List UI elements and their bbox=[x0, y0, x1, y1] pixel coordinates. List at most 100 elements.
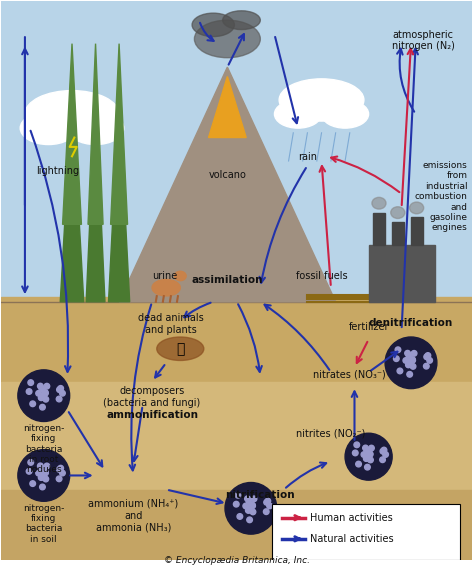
Text: ammonium (NH₄⁺)
and
ammonia (NH₃): ammonium (NH₄⁺) and ammonia (NH₃) bbox=[88, 499, 178, 532]
Ellipse shape bbox=[25, 90, 119, 137]
Circle shape bbox=[423, 363, 429, 369]
Circle shape bbox=[60, 390, 65, 396]
Circle shape bbox=[356, 461, 361, 467]
Bar bbox=[1, 1, 472, 302]
Circle shape bbox=[28, 459, 34, 465]
Circle shape bbox=[365, 464, 370, 470]
Text: fertilizer: fertilizer bbox=[348, 322, 389, 332]
Polygon shape bbox=[60, 95, 84, 302]
Circle shape bbox=[407, 372, 412, 377]
Circle shape bbox=[406, 362, 412, 367]
Circle shape bbox=[30, 481, 36, 486]
Circle shape bbox=[406, 362, 411, 368]
Circle shape bbox=[30, 401, 36, 407]
Circle shape bbox=[410, 358, 416, 363]
Text: fossil fuels: fossil fuels bbox=[296, 271, 347, 281]
Text: dead animals
and plants: dead animals and plants bbox=[138, 313, 204, 334]
Ellipse shape bbox=[194, 20, 260, 58]
Ellipse shape bbox=[410, 202, 424, 214]
Circle shape bbox=[345, 433, 392, 480]
Circle shape bbox=[60, 470, 65, 476]
Circle shape bbox=[264, 509, 269, 515]
Circle shape bbox=[405, 350, 410, 356]
FancyBboxPatch shape bbox=[272, 503, 460, 560]
Polygon shape bbox=[88, 44, 103, 224]
Ellipse shape bbox=[20, 112, 77, 145]
Bar bbox=[369, 245, 435, 302]
Circle shape bbox=[40, 405, 46, 410]
Text: atmospheric
nitrogen (N₂): atmospheric nitrogen (N₂) bbox=[392, 29, 455, 51]
Text: © Encyclopædia Britannica, Inc.: © Encyclopædia Britannica, Inc. bbox=[164, 555, 310, 564]
Circle shape bbox=[367, 451, 373, 457]
Ellipse shape bbox=[67, 112, 124, 145]
Circle shape bbox=[44, 463, 50, 469]
Text: urine: urine bbox=[152, 271, 177, 281]
Bar bbox=[411, 218, 423, 245]
Text: Human activities: Human activities bbox=[310, 512, 392, 523]
Circle shape bbox=[42, 390, 48, 395]
Circle shape bbox=[38, 395, 44, 401]
Circle shape bbox=[56, 396, 62, 402]
Circle shape bbox=[37, 383, 43, 389]
Polygon shape bbox=[86, 95, 105, 302]
Bar bbox=[1, 489, 472, 560]
Circle shape bbox=[225, 483, 277, 534]
Circle shape bbox=[365, 454, 371, 460]
Circle shape bbox=[354, 442, 360, 447]
Circle shape bbox=[38, 475, 44, 480]
Circle shape bbox=[233, 501, 239, 507]
Bar bbox=[1, 297, 472, 381]
Ellipse shape bbox=[192, 13, 235, 37]
Ellipse shape bbox=[157, 337, 204, 360]
Circle shape bbox=[42, 470, 48, 475]
Text: ammonification: ammonification bbox=[106, 410, 198, 420]
Circle shape bbox=[247, 506, 253, 512]
Circle shape bbox=[408, 360, 413, 366]
Circle shape bbox=[57, 387, 62, 393]
Circle shape bbox=[36, 390, 41, 396]
Ellipse shape bbox=[321, 100, 369, 128]
Circle shape bbox=[28, 380, 34, 385]
Circle shape bbox=[40, 393, 46, 399]
Ellipse shape bbox=[274, 100, 321, 128]
Circle shape bbox=[383, 451, 388, 457]
Circle shape bbox=[243, 503, 248, 509]
Circle shape bbox=[393, 356, 399, 362]
Circle shape bbox=[56, 476, 62, 481]
Text: decomposers
(bacteria and fungi): decomposers (bacteria and fungi) bbox=[103, 386, 201, 408]
Circle shape bbox=[43, 390, 48, 396]
Ellipse shape bbox=[372, 197, 386, 209]
Circle shape bbox=[353, 450, 358, 456]
Ellipse shape bbox=[391, 207, 405, 219]
Circle shape bbox=[395, 347, 401, 353]
Circle shape bbox=[380, 449, 386, 454]
Circle shape bbox=[57, 467, 62, 472]
Text: nitrites (NO₂⁻): nitrites (NO₂⁻) bbox=[296, 428, 365, 438]
Circle shape bbox=[39, 386, 45, 392]
Circle shape bbox=[267, 503, 273, 508]
Text: Natural activities: Natural activities bbox=[310, 534, 393, 544]
Polygon shape bbox=[63, 44, 82, 224]
Polygon shape bbox=[209, 76, 246, 137]
Circle shape bbox=[40, 473, 46, 479]
Circle shape bbox=[43, 476, 49, 482]
Circle shape bbox=[364, 456, 369, 462]
Circle shape bbox=[385, 337, 437, 389]
Circle shape bbox=[58, 385, 64, 391]
Circle shape bbox=[380, 457, 385, 463]
Bar bbox=[392, 222, 404, 245]
Circle shape bbox=[381, 447, 387, 453]
Circle shape bbox=[427, 358, 432, 363]
Circle shape bbox=[367, 451, 373, 457]
Text: volcano: volcano bbox=[209, 171, 246, 180]
Text: nitrogen-
fixing
bacteria
in soil: nitrogen- fixing bacteria in soil bbox=[23, 503, 64, 544]
Circle shape bbox=[251, 496, 257, 502]
Circle shape bbox=[237, 514, 243, 519]
Circle shape bbox=[410, 357, 415, 362]
Circle shape bbox=[39, 394, 45, 400]
Circle shape bbox=[410, 363, 416, 369]
Ellipse shape bbox=[279, 79, 364, 121]
Circle shape bbox=[364, 447, 370, 453]
Circle shape bbox=[246, 507, 252, 513]
Circle shape bbox=[18, 450, 70, 501]
